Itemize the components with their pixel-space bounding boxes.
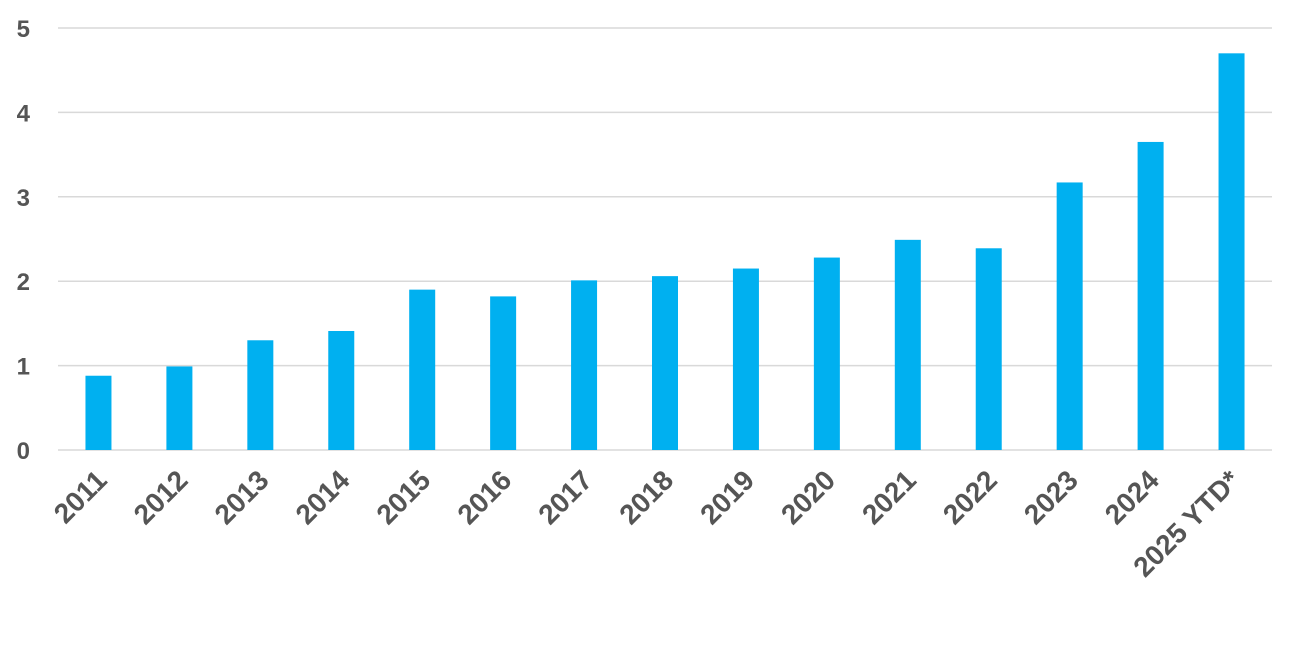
x-axis-tick-labels: 2011 2012 2013 2014 2015 2016 2017 2018 2019 2020… (48, 464, 1246, 583)
x-tick-label: 2024 (1099, 464, 1165, 530)
x-tick-label: 2020 (775, 464, 841, 530)
bar-2020 (813, 257, 840, 450)
bar-2013 (247, 340, 274, 450)
bar-2018 (652, 276, 678, 450)
bar-2021 (894, 239, 921, 450)
bar-2015 (409, 289, 436, 450)
x-tick-label: 2014 (290, 464, 356, 530)
bar-2023 (1056, 182, 1083, 450)
x-tick-label: 2011 (48, 464, 113, 529)
x-tick-label: 2023 (1018, 464, 1084, 530)
x-tick-label: 2016 (451, 464, 517, 530)
bar-2012 (166, 366, 193, 450)
bar-2017 (571, 280, 598, 450)
x-tick-label: 2018 (613, 464, 679, 530)
x-tick-label: 2021 (856, 464, 922, 530)
bar-2014 (328, 330, 355, 450)
bar-2019 (732, 268, 759, 450)
y-tick-label: 5 (17, 16, 30, 43)
x-tick-label: 2017 (532, 464, 598, 530)
y-axis-tick-labels: 0 1 2 3 4 5 (17, 16, 31, 465)
y-tick-label: 1 (17, 354, 30, 381)
x-tick-label: 2015 (370, 464, 436, 530)
x-tick-label: 2019 (694, 464, 760, 530)
bar-2022 (975, 248, 1002, 450)
bar-2011 (85, 375, 112, 450)
x-tick-label: 2022 (937, 464, 1003, 530)
bar-2025-ytd (1218, 53, 1245, 450)
y-tick-label: 2 (17, 269, 30, 296)
y-tick-label: 3 (17, 185, 30, 212)
y-tick-label: 0 (17, 438, 30, 465)
x-tick-label: 2013 (209, 464, 275, 530)
bar-2016 (490, 296, 517, 450)
bars (85, 53, 1245, 450)
x-tick-label: 2012 (128, 464, 194, 530)
y-tick-label: 4 (17, 100, 31, 127)
bar-2024 (1137, 141, 1164, 450)
